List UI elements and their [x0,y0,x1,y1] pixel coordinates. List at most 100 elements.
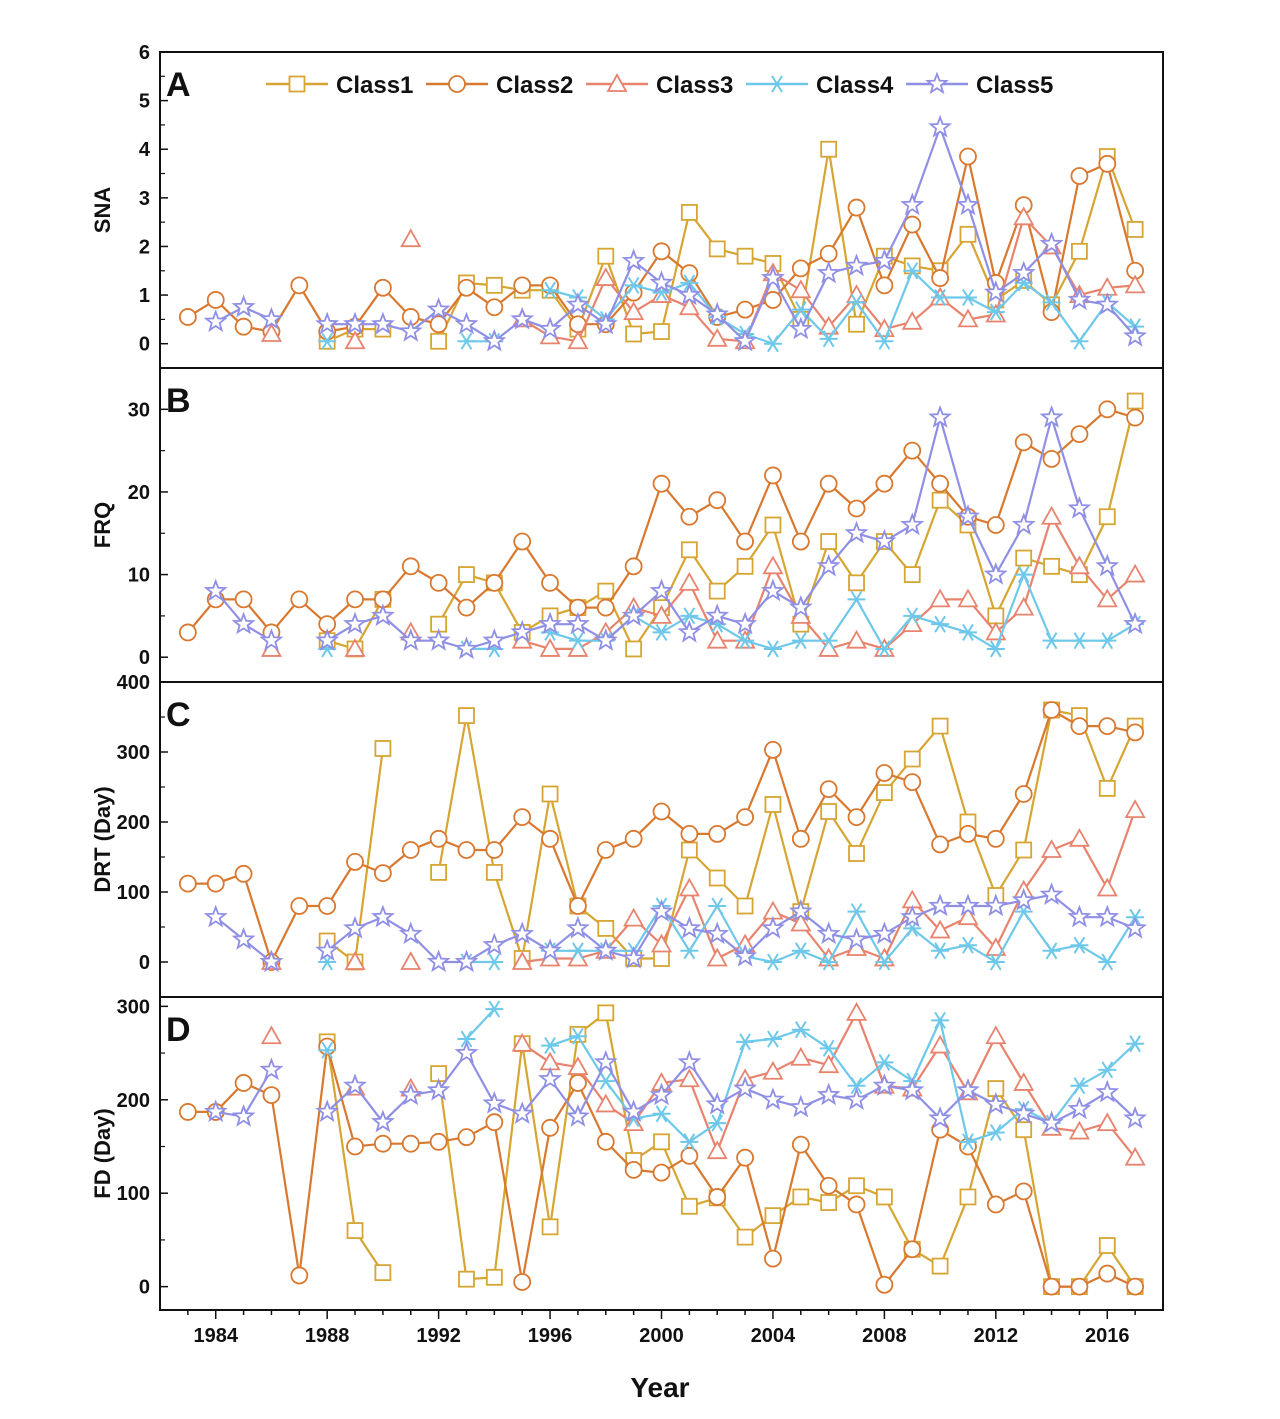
data-point [652,802,671,821]
data-point [983,1091,1008,1115]
data-point [624,1160,643,1179]
legend-marker [288,75,306,93]
data-point [259,628,284,651]
data-point [231,1104,256,1127]
data-point [680,1197,698,1215]
y-tick-label: 200 [117,812,150,834]
data-point [680,264,699,283]
data-point [597,1004,615,1022]
data-point [346,1222,364,1239]
data-point [1096,877,1118,897]
data-point [791,632,810,650]
data-point [956,1077,980,1101]
data-point [539,638,561,657]
data-point [872,248,897,272]
data-point [1041,505,1063,525]
x-tick-label: 2000 [639,1325,684,1347]
data-point [262,1086,281,1105]
data-point [482,328,507,352]
data-point [430,332,448,350]
data-point [593,938,618,961]
data-point [652,242,671,261]
data-point [760,1087,785,1111]
data-point [900,1077,925,1101]
data-point [513,808,532,826]
data-point [820,803,838,820]
data-point [1098,400,1117,419]
legend-item-Class5: Class5 [906,71,1053,99]
legend-marker [606,73,628,92]
data-point [819,1039,838,1057]
data-point [931,717,949,735]
data-point [736,557,754,575]
data-point [760,578,785,602]
data-point [903,607,922,625]
data-point [1095,1079,1120,1103]
data-point [958,288,977,307]
data-point [457,1030,476,1048]
data-point [736,897,754,915]
data-point [931,1257,949,1275]
data-point [931,942,950,960]
data-point [259,1057,284,1081]
data-point [845,629,868,649]
data-point [203,904,228,928]
data-point [206,291,225,309]
data-point [903,441,922,460]
panel-letter: C [166,696,191,734]
data-point [373,278,392,297]
data-point [485,953,504,971]
data-point [346,590,364,609]
data-point [621,945,646,969]
legend-item-Class4: Class4 [746,72,894,99]
data-point [983,280,1008,303]
data-point [844,520,869,544]
x-tick-label: 1992 [416,1325,461,1347]
y-tick-label: 100 [117,1183,150,1205]
data-point [928,1105,953,1129]
data-point [511,1032,533,1052]
data-point [1126,392,1144,410]
data-point [370,603,395,627]
data-point [513,1273,532,1291]
data-point [678,1068,700,1088]
legend-item-Class2: Class2 [426,72,573,99]
panel-D: 0 100 200 300 FD (Day) D [90,996,1164,1311]
data-point [763,953,782,971]
data-point [708,1114,727,1132]
series-Class1 [318,701,1144,971]
data-point [426,297,451,320]
data-point [1070,1277,1089,1296]
data-point [206,874,225,893]
y-tick-label: 0 [139,647,150,669]
data-point [234,864,253,883]
data-point [426,628,451,651]
data-point [653,1133,670,1151]
y-tick-label: 0 [139,1277,150,1299]
data-point [903,566,921,583]
data-point [875,1188,893,1206]
data-point [595,1093,617,1113]
data-point [1123,323,1148,347]
data-point [401,557,420,576]
data-point [597,247,615,265]
data-point [318,897,337,915]
data-point [178,874,197,893]
y-tick-label: 200 [117,1090,150,1112]
y-tick-label: 10 [128,565,150,587]
data-point [510,306,535,330]
data-point [844,253,869,277]
data-point [705,1091,730,1115]
data-point [708,825,727,843]
data-point [875,953,894,971]
data-point [260,323,282,342]
x-tick-label: 2008 [862,1325,907,1347]
data-point [231,611,256,635]
y-tick-label: 100 [117,882,150,904]
data-point [373,864,392,882]
data-point [875,1275,894,1294]
data-point [847,293,866,311]
y-tick-label: 4 [139,139,151,161]
series-Class5 [203,882,1148,973]
data-point [1098,717,1117,735]
